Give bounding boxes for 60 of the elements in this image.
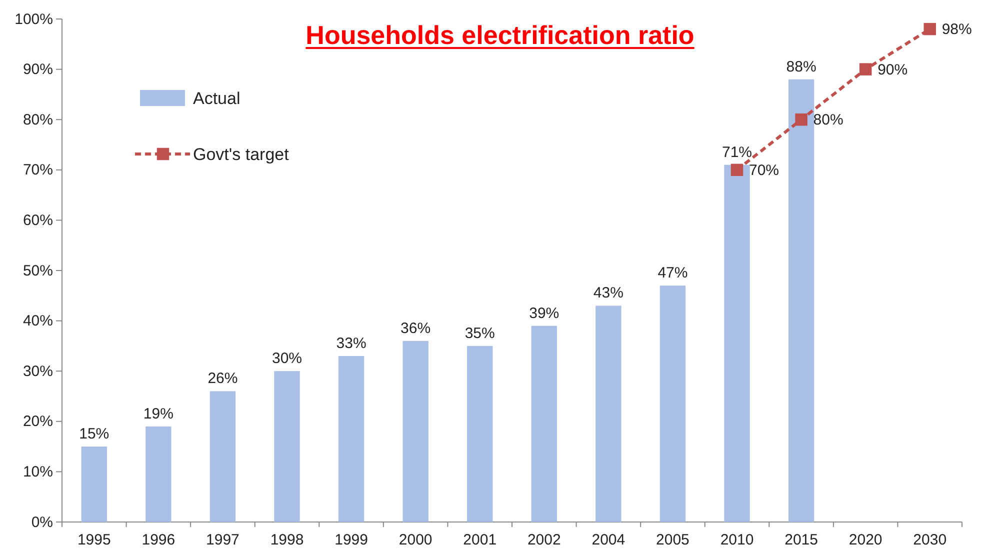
- data-label: 30%: [272, 350, 302, 368]
- x-tick-label: 1998: [270, 532, 304, 548]
- data-label: 26%: [208, 370, 238, 388]
- data-label: 19%: [143, 405, 174, 422]
- bar: [210, 391, 236, 522]
- data-label: 15%: [79, 426, 110, 443]
- point: [859, 63, 872, 76]
- data-label: 98%: [942, 21, 972, 38]
- point: [730, 164, 744, 176]
- point: [795, 113, 808, 126]
- data-label: 71%: [722, 144, 752, 161]
- y-tick-label: 70%: [22, 162, 53, 179]
- x-tick-label: 2004: [592, 532, 626, 548]
- x-tick-label: 2020: [848, 532, 882, 548]
- y-tick-label: 80%: [22, 111, 53, 128]
- y-tick-label: 20%: [22, 413, 53, 430]
- data-label: 39%: [529, 304, 560, 322]
- data-label: 35%: [464, 324, 495, 342]
- bar: [338, 356, 364, 522]
- x-tick-label: 1997: [206, 532, 240, 548]
- x-tick-label: 2001: [463, 532, 497, 548]
- data-label: 70%: [749, 162, 780, 179]
- data-label: 36%: [400, 320, 431, 337]
- y-tick-label: 30%: [22, 362, 53, 380]
- data-label: 88%: [786, 58, 816, 76]
- bar: [467, 346, 493, 522]
- data-label: 33%: [336, 335, 366, 352]
- data-label: 80%: [813, 112, 844, 129]
- data-label: 43%: [593, 284, 624, 302]
- bar: [81, 446, 107, 522]
- data-label: 90%: [878, 61, 908, 78]
- bar: [660, 286, 686, 522]
- bar: [724, 164, 750, 522]
- y-tick-label: 40%: [22, 312, 53, 330]
- x-tick-label: 1995: [77, 532, 111, 548]
- bar: [788, 79, 814, 522]
- x-tick-label: 2000: [398, 532, 432, 548]
- bar: [274, 371, 300, 522]
- x-tick-label: 2005: [656, 532, 690, 548]
- legend-label: Actual: [193, 89, 240, 108]
- chart-title: Households electrification ratio: [306, 20, 694, 50]
- data-label: 47%: [658, 264, 688, 282]
- y-tick-label: 90%: [22, 61, 53, 78]
- x-tick-label: 1996: [142, 532, 176, 548]
- x-tick-label: 2010: [720, 532, 754, 548]
- bar: [596, 306, 622, 522]
- x-tick-label: 1999: [334, 532, 368, 548]
- x-tick-label: 2030: [913, 532, 947, 548]
- bar: [531, 326, 557, 522]
- y-tick-label: 100%: [14, 10, 53, 28]
- y-tick-label: 60%: [22, 212, 53, 229]
- x-tick-label: 2002: [527, 532, 561, 548]
- y-tick-label: 10%: [22, 464, 53, 480]
- bar: [146, 426, 172, 522]
- point: [924, 22, 936, 36]
- legend-label: Govt's target: [193, 145, 290, 164]
- y-tick-label: 50%: [22, 262, 53, 280]
- y-tick-label: 0%: [31, 514, 53, 531]
- x-tick-label: 2015: [784, 532, 818, 548]
- bar: [402, 340, 428, 522]
